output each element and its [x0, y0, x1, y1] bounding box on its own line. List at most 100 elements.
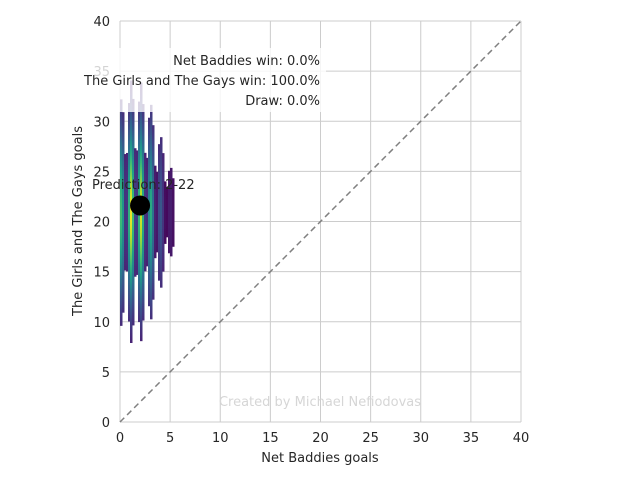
heatmap-cell	[160, 189, 163, 192]
heatmap-cell	[156, 207, 159, 211]
heatmap-cell	[136, 236, 139, 239]
heatmap-cell	[128, 239, 131, 242]
heatmap-cell	[158, 250, 161, 253]
heatmap-cell	[140, 188, 143, 192]
y-axis-label: The Girls and The Gays goals	[71, 126, 86, 317]
heatmap-cell	[140, 172, 143, 176]
heatmap-cell	[120, 169, 123, 172]
heatmap-cell	[152, 157, 155, 160]
heatmap-cell	[148, 247, 151, 251]
heatmap-cell	[132, 156, 135, 160]
heatmap-cell	[152, 275, 155, 278]
heatmap-cell	[164, 231, 167, 234]
heatmap-cell	[152, 195, 155, 198]
heatmap-cell	[136, 156, 139, 159]
heatmap-cell	[126, 168, 129, 172]
heatmap-cell	[132, 234, 135, 238]
heatmap-cell	[144, 260, 147, 264]
heatmap-cell	[158, 206, 161, 209]
heatmap-cell	[132, 308, 135, 312]
heatmap-cell	[170, 241, 173, 245]
heatmap-cell	[160, 253, 163, 256]
heatmap-cell	[132, 164, 135, 168]
heatmap-cell	[120, 143, 123, 146]
heatmap-cell	[144, 234, 147, 238]
heatmap-cell	[120, 159, 123, 162]
heatmap-cell	[132, 246, 135, 250]
heatmap-cell	[130, 170, 133, 173]
heatmap-cell	[152, 177, 155, 180]
heatmap-cell	[142, 172, 145, 175]
heatmap-cell	[136, 270, 139, 273]
y-tick-label: 10	[93, 316, 110, 331]
heatmap-cell	[154, 171, 157, 175]
heatmap-cell	[148, 167, 151, 171]
heatmap-cell	[130, 214, 133, 217]
heatmap-cell	[128, 307, 131, 310]
heatmap-cell	[172, 216, 175, 219]
heatmap-cell	[172, 184, 175, 187]
heatmap-cell	[158, 148, 161, 151]
heatmap-cell	[134, 182, 137, 185]
heatmap-cell	[120, 257, 123, 260]
heatmap-cell	[160, 205, 163, 208]
heatmap-cell	[122, 274, 125, 277]
heatmap-cell	[130, 332, 133, 335]
heatmap-cell	[132, 250, 135, 254]
heatmap-cell	[130, 176, 133, 179]
heatmap-cell	[156, 187, 159, 191]
heatmap-cell	[160, 199, 163, 202]
heatmap-cell	[156, 233, 159, 237]
heatmap-cell	[152, 147, 155, 150]
heatmap-cell	[170, 183, 173, 187]
heatmap-cell	[140, 292, 143, 296]
heatmap-cell	[160, 185, 163, 188]
heatmap-cell	[152, 263, 155, 266]
heatmap-cell	[150, 310, 153, 314]
heatmap-cell	[134, 180, 137, 183]
heatmap-cell	[152, 175, 155, 178]
heatmap-cell	[146, 231, 149, 235]
heatmap-cell	[120, 195, 123, 198]
heatmap-cell	[170, 253, 173, 257]
heatmap-cell	[150, 110, 153, 114]
heatmap-cell	[148, 227, 151, 231]
heatmap-cell	[150, 132, 153, 136]
probability-box	[66, 48, 326, 112]
heatmap-cell	[138, 291, 141, 295]
heatmap-cell	[142, 284, 145, 287]
heatmap-cell	[162, 159, 165, 162]
heatmap-cell	[120, 317, 123, 320]
heatmap-cell	[162, 215, 165, 218]
heatmap-cell	[128, 223, 131, 226]
watermark: Created by Michael Nefiodovas	[219, 395, 421, 410]
heatmap-cell	[130, 160, 133, 163]
heatmap-cell	[146, 229, 149, 233]
heatmap-cell	[162, 185, 165, 188]
heatmap-cell	[160, 177, 163, 180]
heatmap-cell	[140, 190, 143, 194]
heatmap-cell	[160, 197, 163, 200]
heatmap-cell	[136, 260, 139, 263]
heatmap-cell	[138, 149, 141, 153]
heatmap-cell	[138, 221, 141, 225]
heatmap-cell	[154, 219, 157, 223]
heatmap-cell	[122, 176, 125, 179]
heatmap-cell	[122, 264, 125, 267]
heatmap-cell	[124, 198, 127, 201]
heatmap-cell	[160, 249, 163, 252]
heatmap-cell	[138, 299, 141, 303]
heatmap-cell	[150, 172, 153, 176]
heatmap-cell	[128, 233, 131, 236]
heatmap-cell	[128, 275, 131, 278]
heatmap-cell	[140, 282, 143, 286]
heatmap-cell	[138, 243, 141, 247]
heatmap-cell	[152, 173, 155, 176]
heatmap-cell	[120, 235, 123, 238]
heatmap-cell	[124, 164, 127, 167]
heatmap-cell	[124, 260, 127, 263]
heatmap-cell	[128, 285, 131, 288]
heatmap-cell	[164, 215, 167, 218]
heatmap-cell	[126, 182, 129, 186]
heatmap-cell	[130, 326, 133, 329]
